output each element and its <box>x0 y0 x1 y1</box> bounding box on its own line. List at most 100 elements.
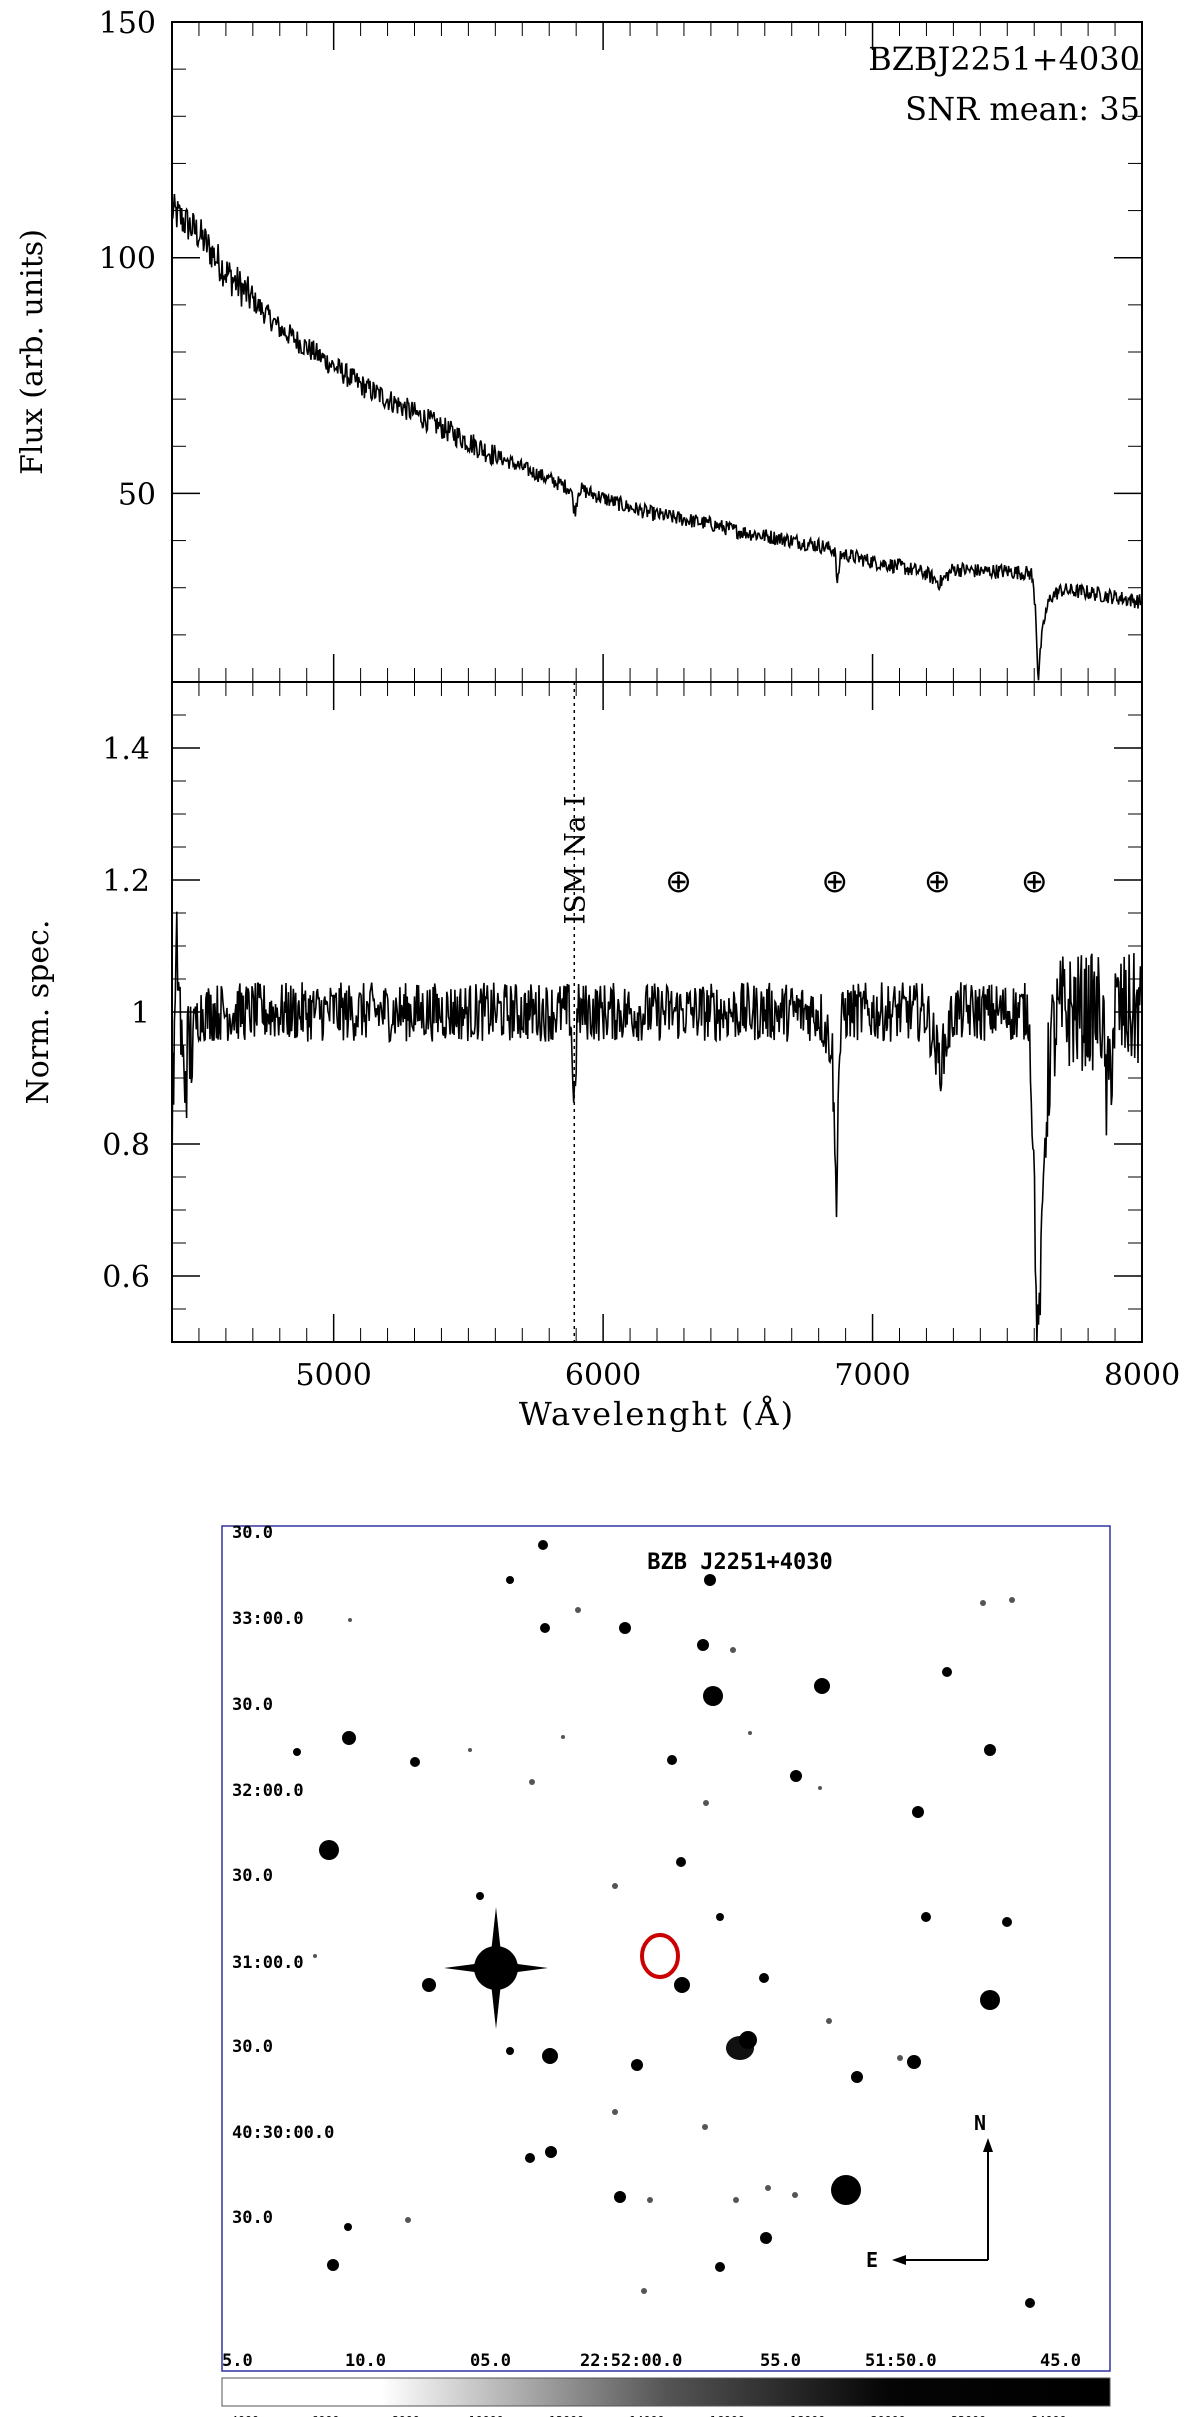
star <box>921 1912 931 1922</box>
star <box>702 2124 708 2130</box>
spectrum-figure: 50 100 150 Flux (arb. units) BZBJ2251+4030… <box>15 6 1180 1433</box>
dec-tick-label: 30.0 <box>232 2208 273 2228</box>
star <box>760 2232 772 2244</box>
star <box>540 1623 550 1633</box>
star <box>575 1607 581 1613</box>
flux-y-tick-label: 50 <box>118 477 156 512</box>
star <box>612 2109 618 2115</box>
star <box>293 1748 301 1756</box>
normalized-spectrum-line <box>171 911 1143 1343</box>
flux-x-ticks <box>198 22 1116 682</box>
star <box>344 2223 352 2231</box>
star <box>631 2059 643 2071</box>
star <box>647 2197 653 2203</box>
star <box>759 1973 769 1983</box>
star <box>1009 1597 1015 1603</box>
star <box>313 1954 317 1958</box>
dec-tick-label: 33:00.0 <box>232 1609 304 1629</box>
compass: N E <box>866 2111 993 2272</box>
colorbar-tick-label: 10000 <box>469 2414 504 2417</box>
finding-chart-title: BZB J2251+4030 <box>647 1550 832 1575</box>
star <box>545 2146 557 2158</box>
norm-y-tick-label: 1.4 <box>102 732 150 767</box>
telluric-marker: ⊕ <box>665 862 692 900</box>
colorbar-tick-label: 6000 <box>311 2414 339 2417</box>
star <box>1002 1917 1012 1927</box>
object-name-label: BZBJ2251+4030 <box>868 40 1140 78</box>
colorbar-tick-label: 12000 <box>549 2414 584 2417</box>
telluric-marker: ⊕ <box>924 862 951 900</box>
star <box>703 1800 709 1806</box>
compass-north-arrowhead <box>983 2138 993 2152</box>
colorbar-tick-label: 24000 <box>1032 2414 1067 2417</box>
norm-y-tick-label: 1.2 <box>102 864 150 899</box>
star <box>506 2047 514 2055</box>
x-tick-label: 7000 <box>834 1358 910 1393</box>
star <box>715 2262 725 2272</box>
star-field <box>293 1540 1035 2308</box>
star <box>818 1786 822 1790</box>
star <box>674 1977 690 1993</box>
colorbar-tick-label: 16000 <box>710 2414 745 2417</box>
star <box>319 1840 339 1860</box>
finding-chart-frame <box>221 1525 1111 2372</box>
snr-label: SNR mean: 35 <box>905 90 1140 128</box>
flux-y-tick-label: 150 <box>99 6 156 41</box>
ra-tick-label: 51:50.0 <box>865 2351 937 2371</box>
star <box>716 1913 724 1921</box>
star <box>1025 2298 1035 2308</box>
star <box>704 1574 716 1586</box>
star <box>790 1770 802 1782</box>
star <box>730 1647 736 1653</box>
bright-star-spikes <box>444 1907 548 2029</box>
star <box>506 1576 514 1584</box>
ra-tick-label: 22:52:00.0 <box>580 2351 682 2371</box>
star <box>525 2153 535 2163</box>
norm-y-tick-label: 1 <box>131 996 150 1031</box>
star <box>980 1600 986 1606</box>
star <box>410 1757 420 1767</box>
star <box>612 1883 618 1889</box>
flux-panel: 50 100 150 Flux (arb. units) BZBJ2251+4030… <box>15 6 1143 683</box>
star <box>907 2055 921 2069</box>
star <box>529 1779 535 1785</box>
dec-tick-label: 32:00.0 <box>232 1781 304 1801</box>
star <box>912 1806 924 1818</box>
telluric-markers: ⊕ ⊕ ⊕ ⊕ <box>665 862 1047 900</box>
dec-tick-label: 30.0 <box>232 1866 273 1886</box>
star <box>703 1686 723 1706</box>
star <box>814 1678 830 1694</box>
flux-spectrum-line <box>171 193 1143 681</box>
star <box>327 2259 339 2271</box>
colorbar-tick-label: 20000 <box>871 2414 906 2417</box>
star <box>538 1540 548 1550</box>
star <box>851 2071 863 2083</box>
star <box>676 1857 686 1867</box>
normalized-panel: ISM Na I ⊕ ⊕ ⊕ ⊕ 0.6 0.8 1 1.2 1.4 5000 6000 7000… <box>21 681 1180 1433</box>
compass-east-arrowhead <box>892 2255 906 2265</box>
star <box>980 1990 1000 2010</box>
star <box>826 2018 832 2024</box>
star <box>476 1892 484 1900</box>
star <box>348 1618 352 1622</box>
x-tick-label: 5000 <box>295 1358 371 1393</box>
norm-y-tick-label: 0.6 <box>102 1260 150 1295</box>
dec-tick-label: 30.0 <box>232 1695 273 1715</box>
star <box>641 2288 647 2294</box>
finding-chart-ra-labels: 5.0 10.0 05.0 22:52:00.0 55.0 51:50.0 45.0 <box>222 2351 1081 2371</box>
flux-y-ticks: 50 100 150 <box>99 6 1142 636</box>
finding-chart-dec-labels: 30.0 33:00.0 30.0 32:00.0 30.0 31:00.0 30.0 40:… <box>232 1523 334 2228</box>
x-tick-label: 6000 <box>565 1358 641 1393</box>
norm-y-axis-label: Norm. spec. <box>21 920 56 1105</box>
dec-tick-label: 30.0 <box>232 1523 273 1543</box>
star <box>792 2192 798 2198</box>
x-axis-label: Wavelenght (Å) <box>519 1395 795 1433</box>
telluric-marker: ⊕ <box>821 862 848 900</box>
star <box>542 2048 558 2064</box>
colorbar <box>221 2377 1111 2407</box>
ra-tick-label: 05.0 <box>470 2351 511 2371</box>
star <box>561 1735 565 1739</box>
norm-x-ticks: 5000 6000 7000 8000 <box>198 682 1180 1393</box>
flux-y-axis-label: Flux (arb. units) <box>15 229 50 475</box>
telluric-marker: ⊕ <box>1021 862 1048 900</box>
